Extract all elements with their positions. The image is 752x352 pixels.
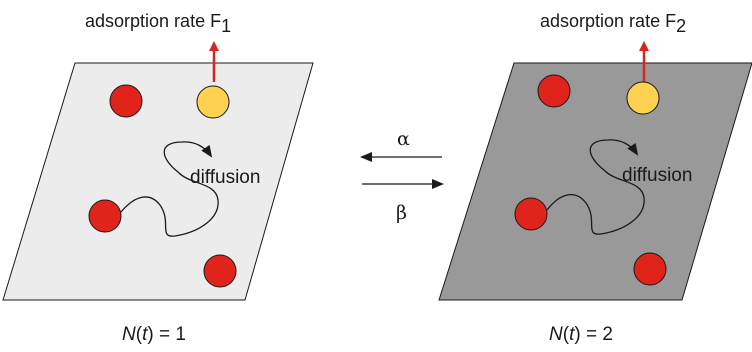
right-particle-yellow xyxy=(626,81,660,115)
left-rate-label: adsorption rate F1 xyxy=(85,11,231,36)
left-particle-red-1 xyxy=(109,84,143,118)
alpha-label: α xyxy=(397,128,410,150)
right-state-label: N(t) = 2 xyxy=(549,324,613,345)
left-rate-subscript: 1 xyxy=(221,16,231,36)
right-particle-red-3 xyxy=(633,252,667,286)
left-particle-red-2 xyxy=(88,199,122,233)
right-particle-red-1 xyxy=(537,74,571,108)
left-diffusion-label: diffusion xyxy=(190,167,260,188)
right-panel: adsorption rate F2 diffusion N(t) = 2 xyxy=(438,11,752,345)
transition-arrows: α β xyxy=(360,128,444,224)
left-particle-yellow xyxy=(196,85,230,119)
left-state-label: N(t) = 1 xyxy=(122,324,186,345)
right-diffusion-label: diffusion xyxy=(622,165,692,186)
right-diffusion-trajectory xyxy=(546,139,645,235)
left-particle-red-3 xyxy=(203,254,237,288)
left-surface xyxy=(2,62,314,301)
beta-label: β xyxy=(396,202,407,224)
right-surface xyxy=(438,62,752,301)
left-diffusion-trajectory xyxy=(120,141,219,237)
left-panel: adsorption rate F1 diffusion N(t) = 1 xyxy=(2,11,314,345)
right-particle-red-2 xyxy=(514,197,548,231)
right-rate-subscript: 2 xyxy=(676,16,686,36)
right-rate-label: adsorption rate F2 xyxy=(540,11,686,36)
